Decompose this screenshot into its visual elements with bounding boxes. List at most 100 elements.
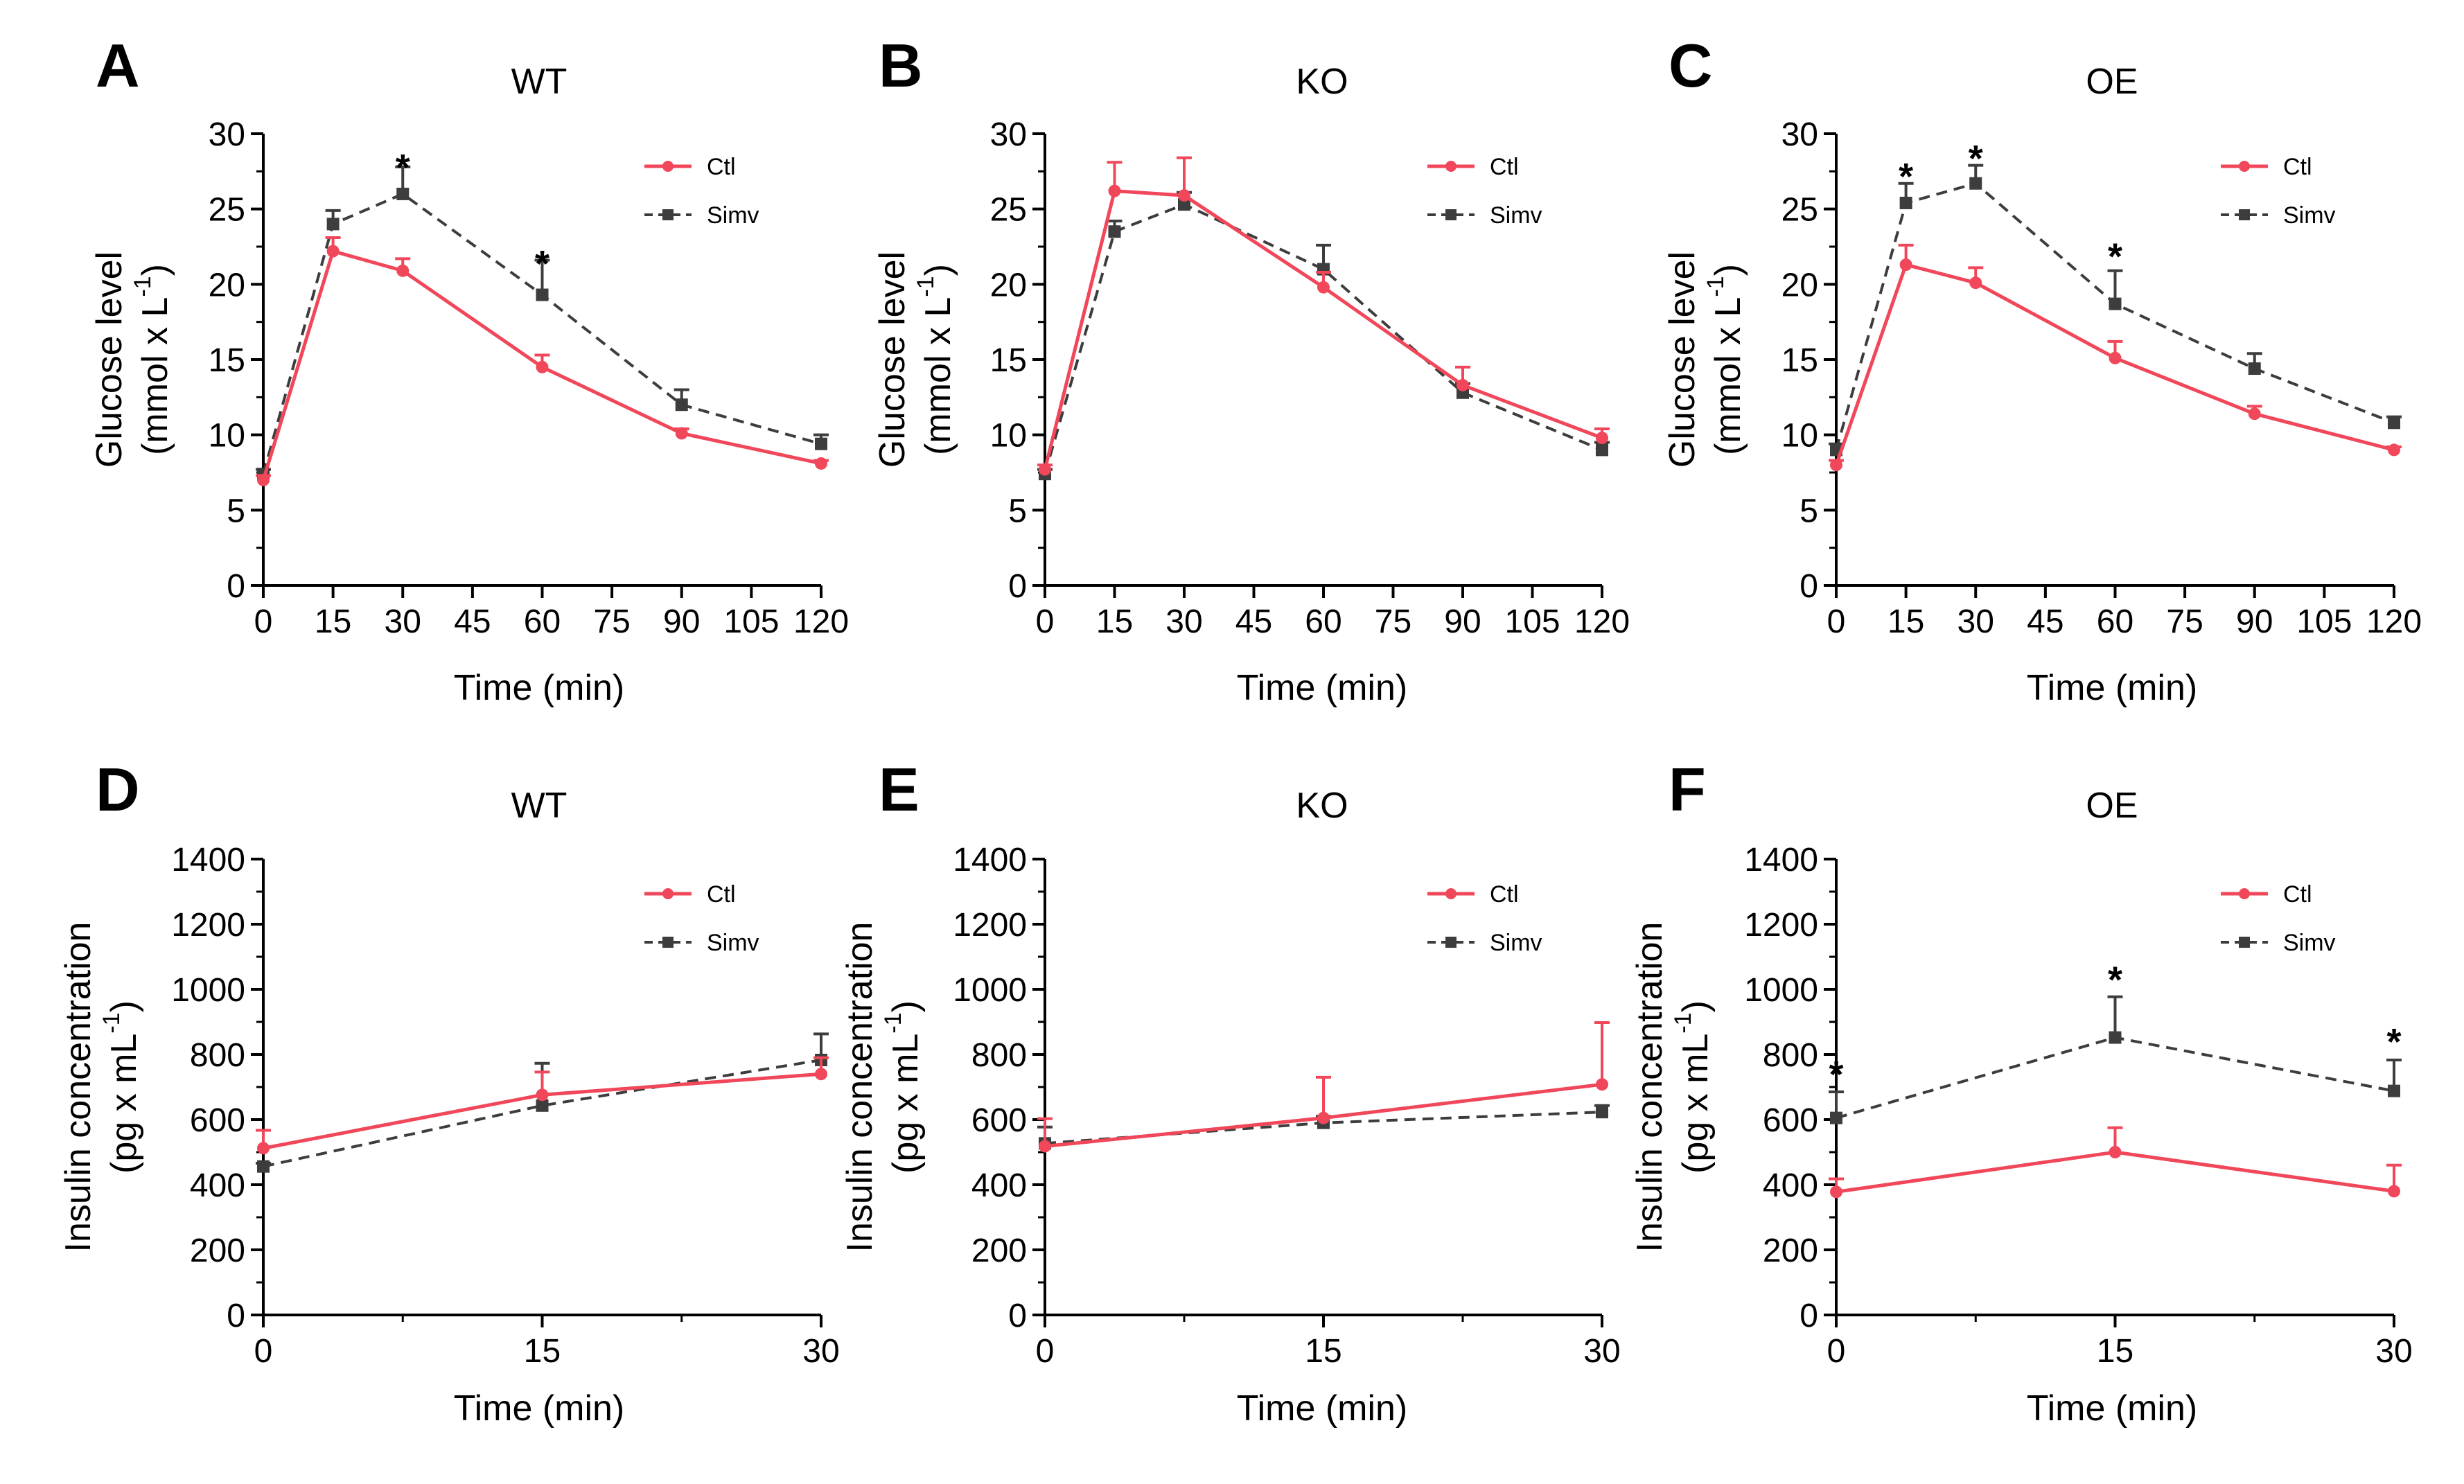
panel-letter: F — [1669, 755, 1706, 824]
data-point-ctl — [1830, 459, 1842, 472]
data-point-ctl — [1317, 281, 1330, 294]
y-tick-label: 20 — [1781, 267, 1818, 303]
data-point-ctl — [1830, 1185, 1842, 1199]
panel-title: WT — [511, 62, 567, 102]
y-axis-label: Insulin concentration (pg x mL-1) — [1630, 922, 1716, 1253]
x-tick-label: 0 — [254, 603, 273, 640]
y-tick-label: 200 — [190, 1233, 245, 1269]
legend-label: Ctl — [707, 154, 736, 180]
x-tick-label: 30 — [1583, 1333, 1620, 1370]
data-point-ctl — [536, 1088, 549, 1102]
data-point-simv — [2109, 1031, 2122, 1044]
y-axis-label-close: ) — [1708, 264, 1748, 276]
data-point-ctl — [2388, 443, 2400, 457]
data-point-simv — [536, 288, 549, 301]
y-tick-label: 20 — [209, 267, 245, 303]
series-simv — [256, 165, 829, 481]
x-tick-label: 0 — [254, 1333, 273, 1370]
y-tick-label: 1200 — [1744, 907, 1818, 944]
series-simv — [1829, 164, 2402, 457]
legend-marker-simv — [662, 209, 674, 220]
panel-letter: B — [879, 31, 923, 100]
data-point-ctl — [1039, 1140, 1051, 1153]
data-point-ctl — [675, 427, 688, 440]
data-point-simv — [1969, 177, 1982, 190]
series-ctl — [1829, 1126, 2402, 1199]
data-point-ctl — [1596, 1078, 1608, 1091]
y-tick-label: 15 — [209, 342, 245, 379]
y-axis-label: Glucose level (mmol x L-1) — [89, 251, 175, 468]
x-tick-label: 15 — [1096, 603, 1133, 640]
x-tick-label: 15 — [315, 603, 351, 640]
legend-label: Ctl — [1490, 881, 1519, 908]
series-line-simv — [1835, 182, 2395, 450]
panel-b: B KO 0 5 10 15 20 25 30 0 15 30 45 60 75 90 105 120 Time (… — [872, 31, 1630, 708]
y-tick-label: 0 — [1008, 568, 1027, 605]
legend-marker-simv — [662, 937, 674, 948]
y-tick-label: 1400 — [171, 842, 245, 878]
y-tick-label: 1400 — [1744, 842, 1818, 878]
legend-label: Simv — [2283, 930, 2336, 956]
y-axis-label-line2: (mmol x L — [135, 297, 175, 455]
panel-letter: E — [879, 755, 919, 824]
x-tick-label: 60 — [524, 603, 561, 640]
x-tick-label: 30 — [1957, 603, 1994, 640]
data-point-simv — [2388, 1084, 2400, 1097]
data-point-ctl — [1317, 1111, 1330, 1124]
y-axis-label-superscript: -1 — [913, 276, 939, 297]
x-tick-label: 30 — [2375, 1333, 2412, 1370]
y-tick-label: 15 — [990, 342, 1027, 379]
legend-marker-simv — [2239, 209, 2250, 220]
legend-label: Simv — [1490, 930, 1542, 956]
x-tick-label: 45 — [2027, 603, 2063, 640]
data-point-simv — [675, 398, 688, 412]
data-point-ctl — [2388, 1185, 2400, 1198]
y-tick-label: 200 — [1763, 1233, 1818, 1269]
y-tick-label: 25 — [1781, 192, 1818, 229]
panel-title: WT — [511, 786, 567, 826]
x-axis-label: Time (min) — [454, 668, 625, 708]
y-axis-label-close: ) — [104, 1000, 144, 1012]
data-point-ctl — [1178, 189, 1190, 202]
data-point-simv — [536, 1099, 549, 1112]
legend-label: Ctl — [707, 881, 736, 908]
series-line-ctl — [1834, 263, 2395, 466]
series-line-simv — [1836, 1036, 2395, 1120]
data-point-simv — [1596, 1106, 1608, 1119]
data-point-simv — [2109, 297, 2122, 310]
y-axis-label: Glucose level (mmol x L-1) — [872, 251, 958, 468]
y-axis-label: Glucose level (mmol x L-1) — [1662, 251, 1748, 468]
x-tick-label: 15 — [1887, 603, 1924, 640]
x-tick-label: 0 — [1827, 1333, 1846, 1370]
series-line-simv — [262, 192, 822, 475]
data-point-ctl — [536, 360, 549, 373]
data-point-simv — [2388, 416, 2400, 430]
x-tick-label: 105 — [1504, 603, 1560, 640]
y-tick-label: 600 — [971, 1102, 1027, 1139]
legend-marker-ctl — [662, 888, 674, 899]
legend-marker-simv — [1445, 209, 1457, 220]
data-point-simv — [2248, 362, 2261, 376]
y-tick-label: 0 — [227, 1298, 245, 1334]
x-tick-label: 30 — [1165, 603, 1202, 640]
data-point-simv — [1830, 1111, 1842, 1124]
y-axis-label-line2: (mmol x L — [918, 297, 958, 455]
y-tick-label: 5 — [1799, 493, 1818, 529]
y-tick-label: 15 — [1781, 342, 1818, 379]
panel-title: KO — [1296, 786, 1348, 826]
panel-e: E KO 0 200 400 600 800 1000 1200 1400 0 15 30 Time (m… — [840, 755, 1621, 1429]
x-tick-label: 0 — [1827, 603, 1846, 640]
y-tick-label: 30 — [1781, 116, 1818, 153]
series-simv — [1037, 191, 1610, 481]
y-axis-label-superscript: -1 — [1702, 276, 1729, 297]
y-tick-label: 400 — [971, 1167, 1027, 1204]
data-point-simv — [396, 187, 410, 200]
data-point-ctl — [2109, 1146, 2122, 1158]
x-tick-label: 120 — [793, 603, 849, 640]
x-tick-label: 60 — [1305, 603, 1341, 640]
y-tick-label: 0 — [227, 568, 245, 605]
y-tick-label: 25 — [209, 192, 245, 229]
x-axis-label: Time (min) — [1237, 1388, 1408, 1429]
significance-star: * — [2108, 236, 2122, 277]
legend-label: Ctl — [2283, 154, 2312, 180]
